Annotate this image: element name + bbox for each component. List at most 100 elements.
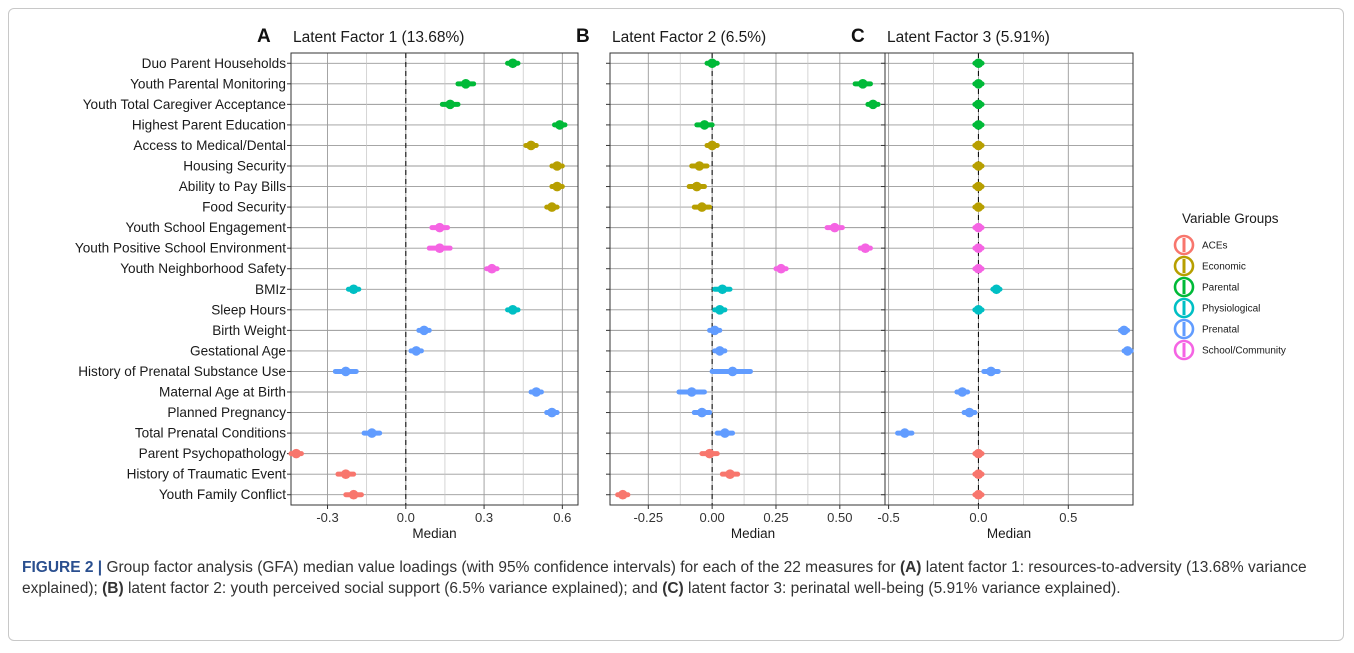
y-tick-label-9: Youth Positive School Environment — [75, 241, 286, 256]
median-point — [829, 222, 840, 233]
plot-background — [610, 53, 896, 505]
median-point — [973, 305, 984, 315]
median-point — [709, 325, 720, 336]
median-point — [715, 305, 725, 315]
x-tick-label: -0.25 — [633, 510, 663, 525]
median-point — [973, 448, 984, 459]
median-point — [725, 469, 735, 479]
plot-border — [290, 52, 579, 506]
median-point — [411, 346, 422, 356]
median-point — [973, 222, 984, 233]
y-tick-label-17: Planned Pregnancy — [167, 405, 286, 420]
y-tick-label-21: Youth Family Conflict — [159, 487, 286, 502]
legend-label: Economic — [1202, 262, 1246, 273]
median-point — [434, 222, 445, 233]
median-point — [526, 140, 536, 151]
median-point — [776, 263, 786, 274]
y-tick-label-20: History of Traumatic Event — [127, 467, 287, 482]
legend-key-ring — [1173, 318, 1195, 340]
median-point — [461, 79, 471, 89]
median-point — [973, 469, 984, 479]
x-tick-label: 0.50 — [827, 510, 852, 525]
caption-ref-b: (B) — [102, 580, 124, 597]
median-point — [434, 243, 445, 253]
median-point — [973, 120, 984, 130]
panel-title: Latent Factor 2 (6.5%) — [612, 29, 766, 46]
median-point — [617, 489, 628, 500]
y-tick-label-6: Ability to Pay Bills — [179, 179, 286, 194]
median-point — [697, 202, 707, 212]
caption-ref-c: (C) — [662, 580, 684, 597]
median-point — [348, 489, 359, 500]
median-point — [692, 181, 702, 192]
legend-key-ring — [1173, 276, 1195, 298]
median-point — [715, 346, 725, 356]
legend: Variable Groups ACEs Economic Parental Physi… — [1173, 211, 1286, 361]
y-tick-label-0: Duo Parent Households — [142, 56, 287, 71]
median-point — [973, 79, 984, 89]
y-tick-label-15: History of Prenatal Substance Use — [78, 364, 286, 379]
y-tick-label-10: Youth Neighborhood Safety — [120, 261, 286, 276]
median-point — [973, 243, 984, 253]
x-tick-label: -0.3 — [316, 510, 338, 525]
figure-caption: FIGURE 2 | Group factor analysis (GFA) m… — [22, 557, 1332, 599]
y-tick-label-2: Youth Total Caregiver Acceptance — [83, 97, 286, 112]
caption-text-2: latent factor 1: resources-to-adversity … — [22, 559, 1307, 597]
median-point — [699, 120, 710, 130]
median-point — [704, 448, 715, 459]
median-point — [973, 181, 984, 192]
panel-letter-c: C — [851, 26, 865, 47]
panel-title: Latent Factor 1 (13.68%) — [293, 29, 464, 46]
median-point — [487, 263, 497, 274]
median-point — [973, 99, 984, 110]
legend-label: Physiological — [1202, 304, 1260, 315]
x-tick-label: 0.0 — [969, 510, 987, 525]
caption-text-3: latent factor 2: youth perceived social … — [127, 580, 658, 597]
median-point — [340, 469, 351, 479]
median-point — [445, 99, 455, 110]
legend-key-ring — [1173, 297, 1195, 319]
x-axis-label: Median — [987, 526, 1031, 541]
gfa-chart: Duo Parent Households Youth Parental Moni… — [75, 26, 1286, 541]
panel-letter-b: B — [576, 26, 590, 47]
x-tick-label: 0.0 — [397, 510, 415, 525]
median-point — [686, 387, 697, 397]
median-point — [860, 243, 871, 253]
median-point — [419, 325, 429, 336]
legend-label: ACEs — [1202, 241, 1228, 252]
caption-text-4: latent factor 3: perinatal well-being (5… — [688, 580, 1121, 597]
median-point — [707, 140, 717, 151]
median-point — [973, 489, 984, 500]
median-point — [547, 202, 557, 212]
plot-border — [884, 52, 1134, 506]
median-point — [986, 366, 996, 377]
median-point — [964, 407, 975, 418]
legend-label: Prenatal — [1202, 325, 1239, 336]
median-point — [899, 428, 910, 438]
median-point — [697, 407, 707, 418]
y-tick-label-16: Maternal Age at Birth — [159, 385, 286, 400]
x-tick-label: 0.3 — [475, 510, 493, 525]
median-point — [552, 161, 562, 171]
median-point — [340, 366, 351, 377]
caption-ref-a: (A) — [899, 559, 922, 576]
median-point — [1122, 346, 1133, 356]
y-tick-label-3: Highest Parent Education — [132, 117, 286, 132]
y-tick-label-5: Housing Security — [183, 159, 286, 174]
median-point — [991, 284, 1002, 295]
median-point — [973, 140, 984, 151]
panel-letter-a: A — [257, 26, 271, 47]
legend-label: School/Community — [1202, 346, 1286, 357]
panel-title: Latent Factor 3 (5.91%) — [887, 29, 1050, 46]
y-tick-label-1: Youth Parental Monitoring — [130, 76, 286, 91]
y-tick-label-18: Total Prenatal Conditions — [135, 426, 286, 441]
median-point — [531, 387, 542, 397]
y-tick-label-8: Youth School Engagement — [126, 220, 287, 235]
caption-figure-label: FIGURE 2 | — [22, 559, 103, 576]
legend-key-ring — [1173, 339, 1195, 361]
median-point — [717, 284, 728, 295]
median-point — [367, 428, 377, 438]
x-tick-label: 0.25 — [763, 510, 788, 525]
caption-text-1: Group factor analysis (GFA) median value… — [106, 559, 896, 576]
